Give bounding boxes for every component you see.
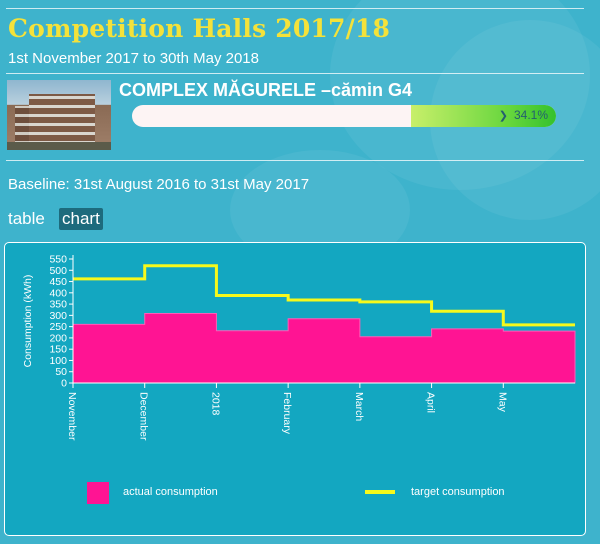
y-tick-label: 400 [49,287,67,299]
chart-panel: 0 50 100 150 200 250 300 350 400 450 500 550 Novembe… [4,242,586,536]
legend-target[interactable]: target consumption [365,482,545,504]
y-tick-label: 0 [61,378,67,390]
legend-swatch-actual [87,482,109,504]
x-tick-label: March [353,392,365,421]
x-tick-label: February [281,392,293,435]
building-name: COMPLEX MĂGURELE –cămin G4 [119,80,413,100]
actual-consumption-area [72,313,576,384]
competition-period: 1st November 2017 to 30th May 2018 [8,50,259,67]
page-title: Competition Halls 2017/18 [8,14,391,43]
savings-progress-bar[interactable]: ❯ 34.1% [132,105,556,127]
building-photo [7,80,111,150]
tab-table[interactable]: table [8,209,45,228]
legend-actual[interactable]: actual consumption [87,482,247,504]
divider [6,73,584,74]
x-tick-label: April [425,392,437,413]
y-axis-label: Consumption (kWh) [22,275,34,368]
legend-swatch-target [365,490,395,494]
target-consumption-line [73,264,575,327]
y-tick-label: 300 [49,310,67,322]
legend-label-target: target consumption [411,486,505,498]
y-tick-label: 50 [55,366,67,378]
baseline-period: Baseline: 31st August 2016 to 31st May 2… [8,176,310,193]
y-tick-label: 250 [49,321,67,333]
progress-label: ❯ 34.1% [498,108,548,122]
progress-fill [411,105,556,127]
tab-chart[interactable]: chart [59,208,103,230]
y-tick-label: 150 [49,344,67,356]
x-tick-label: November [66,392,78,441]
y-tick-label: 550 [49,254,67,266]
chevron-down-icon: ❯ [498,110,508,122]
y-tick-label: 100 [49,355,67,367]
y-tick-label: 200 [49,332,67,344]
legend-label-actual: actual consumption [123,486,218,498]
divider [6,8,584,9]
y-tick-label: 500 [49,265,67,277]
y-tick-label: 350 [49,299,67,311]
x-tick-label: May [496,392,508,413]
y-tick-label: 450 [49,276,67,288]
x-tick-label: 2018 [209,392,221,416]
x-tick-label: December [138,392,150,441]
divider [6,160,584,161]
